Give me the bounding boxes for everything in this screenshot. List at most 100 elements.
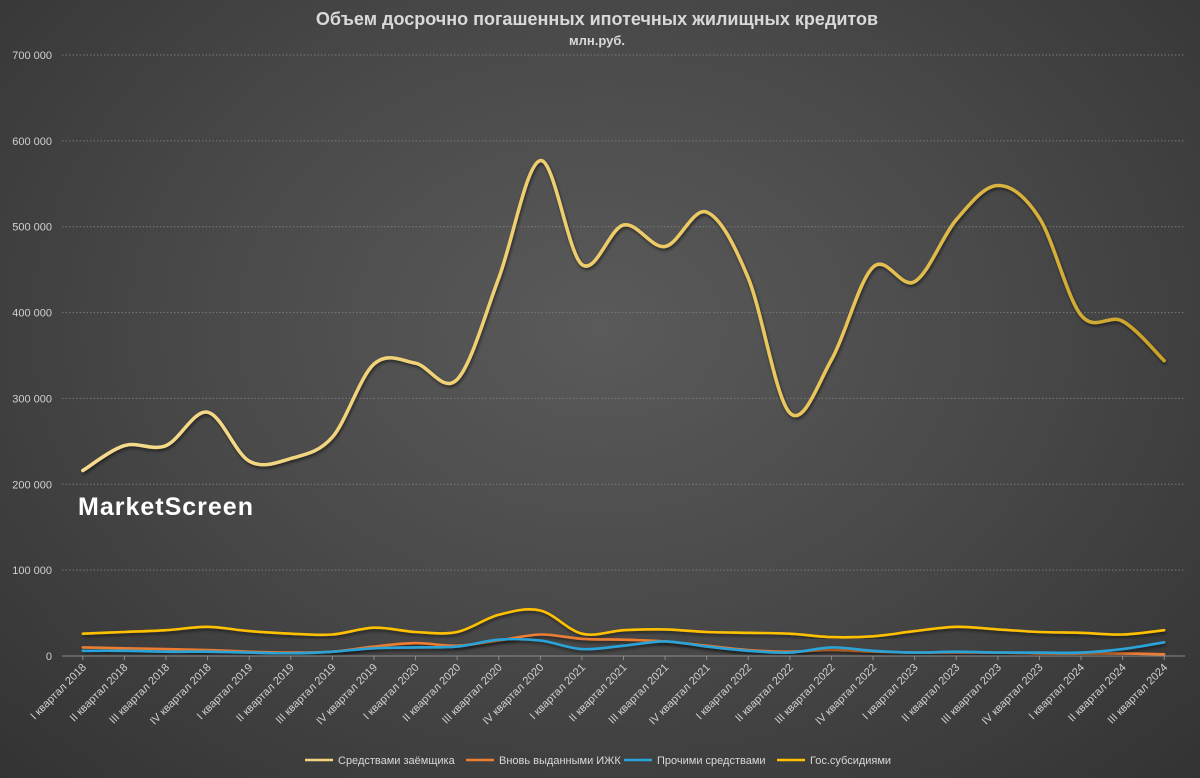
series-4-point [456,630,459,633]
series-1-point [788,411,791,414]
series-4-point [539,609,542,612]
legend-label-2: Вновь выданными ИЖК [499,755,621,767]
series-1-point [539,159,542,162]
series-1-line [81,158,1166,473]
series-3-point [456,645,459,648]
series-1-point [497,277,500,280]
series-4-point [248,630,251,633]
series-1-point [456,378,459,381]
series-4-point [372,626,375,629]
y-tick-label: 700 000 [12,50,52,62]
watermark-logo: MarketScreen [78,493,254,521]
series-1-point [622,223,625,226]
series-3-point [539,639,542,642]
series-1-point [81,469,84,472]
series-3-point [955,650,958,653]
series-1-point [1121,320,1124,323]
series-4-line [81,608,1166,639]
series-4-point [913,630,916,633]
series-4-point [955,625,958,628]
series-1-point [747,277,750,280]
y-tick-label: 200 000 [12,479,52,491]
series-3-point [1079,651,1082,654]
series-3-point [331,650,334,653]
y-tick-label: 0 [46,651,52,663]
series-3-point [206,650,209,653]
series-4-point [414,630,417,633]
legend: Средствами заёмщика Вновь выданными ИЖК Пр… [305,755,891,767]
series-1-point [664,245,667,248]
series-1-point [289,457,292,460]
series-4-point [664,628,667,631]
series-4-point [747,631,750,634]
series-3-point [1121,648,1124,651]
series-3-point [123,649,126,652]
series-3-group [81,637,1166,655]
series-4-point [123,630,126,633]
series-1-point [1038,217,1041,220]
series-1-point [872,266,875,269]
series-1-point [580,263,583,266]
series-4-group [81,608,1166,639]
series-3-point [705,645,708,648]
series-3-point [747,649,750,652]
series-2-point [580,637,583,640]
series-4-point [1163,629,1166,632]
series-1-point [372,363,375,366]
series-1-point [955,218,958,221]
series-1-point [830,358,833,361]
series-4-point [1079,631,1082,634]
series-3-point [1038,651,1041,654]
series-1-point [913,280,916,283]
series-4-point [1038,630,1041,633]
series-3-point [248,651,251,654]
series-1-point [996,184,999,187]
series-4-point [206,625,209,628]
series-4-point [331,633,334,636]
series-3-point [372,647,375,650]
series-2-point [81,646,84,649]
gridlines [62,54,1185,657]
series-4-point [1121,633,1124,636]
series-2-point [1121,652,1124,655]
series-2-point [414,642,417,645]
series-4-point [580,632,583,635]
y-tick-label: 400 000 [12,308,52,320]
series-1-point [331,436,334,439]
series-3-point [622,644,625,647]
series-1-point [248,460,251,463]
series-1-point [164,444,167,447]
series-4-point [622,629,625,632]
series-3-point [788,651,791,654]
series-4-point [164,629,167,632]
series-4-point [81,632,84,635]
chart-title: Объем досрочно погашенных ипотечных жили… [316,9,878,29]
series-3-point [164,650,167,653]
series-2-point [1163,653,1166,656]
y-tick-label: 600 000 [12,136,52,148]
series-1-point [206,411,209,414]
series-4-point [788,632,791,635]
series-1-point [414,362,417,365]
series-4-point [497,613,500,616]
series-3-point [289,652,292,655]
series-3-point [913,651,916,654]
series-1-group [81,158,1166,473]
series-3-point [830,646,833,649]
series-3-point [996,651,999,654]
series-4-point [830,636,833,639]
y-axis-tick-labels: 0 100 000 200 000 300 000 400 000 500 000 600 … [12,50,52,663]
y-tick-label: 300 000 [12,393,52,405]
y-tick-label: 500 000 [12,222,52,234]
series-4-point [289,632,292,635]
series-3-point [664,640,667,643]
legend-label-3: Прочими средствами [657,755,766,767]
series-3-point [580,648,583,651]
series-1-point [1079,314,1082,317]
legend-label-4: Гос.субсидиями [810,755,891,767]
legend-label-1: Средствами заёмщика [338,755,456,767]
series-1-point [705,211,708,214]
series-3-line [81,637,1166,655]
